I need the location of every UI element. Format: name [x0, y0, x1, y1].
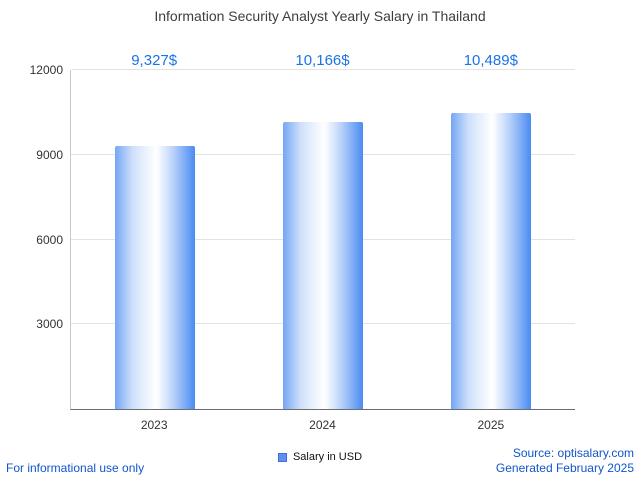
bar-value-label-2024: 10,166$ — [295, 52, 350, 69]
bar-2025 — [451, 112, 531, 409]
bar-value-label-2023: 9,327$ — [131, 52, 178, 69]
legend: Salary in USD — [0, 451, 640, 463]
y-axis-tick-label: 6000 — [36, 232, 63, 247]
gridline — [71, 69, 575, 70]
x-axis-label-2023: 2023 — [140, 418, 168, 432]
x-axis-label-2024: 2024 — [309, 418, 336, 432]
x-axis-label-2025: 2025 — [477, 418, 505, 432]
y-axis-tick-label: 9000 — [36, 147, 63, 162]
bar-2024 — [283, 121, 363, 409]
legend-label: Salary in USD — [292, 451, 363, 463]
source-block: Source: optisalary.com Generated Februar… — [496, 446, 634, 476]
source-text: Source: optisalary.com — [512, 446, 634, 460]
x-axis-labels: 2023 2024 2025 — [70, 418, 575, 432]
disclaimer-text: For informational use only — [6, 461, 145, 475]
bar-2023 — [114, 145, 195, 409]
bar-value-label-2025: 10,489$ — [463, 52, 518, 69]
y-axis-tick-label: 3000 — [36, 317, 63, 332]
y-axis-tick-label: 12000 — [29, 63, 63, 77]
legend-marker-icon — [277, 452, 287, 462]
generated-text: Generated February 2025 — [495, 461, 634, 475]
bar-value-labels: 9,327$ 10,166$ 10,489$ — [70, 52, 575, 69]
chart-title: Information Security Analyst Yearly Sala… — [154, 8, 486, 24]
plot-area: 3000 6000 9000 12000 — [30, 63, 575, 410]
